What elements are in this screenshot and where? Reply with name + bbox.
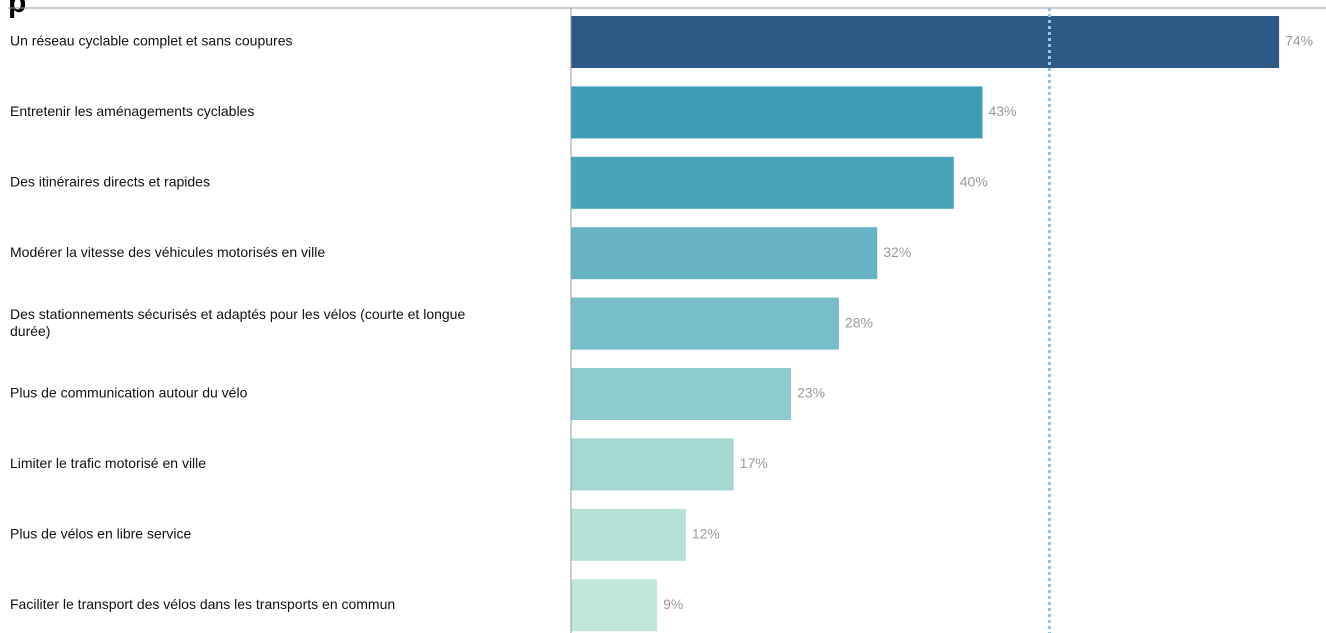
value-label: 43% [988, 103, 1016, 119]
category-label-line: Des stationnements sécurisés et adaptés … [10, 306, 465, 322]
category-label: Limiter le trafic motorisé en ville [10, 455, 206, 471]
value-label: 23% [797, 385, 825, 401]
bar-9 [571, 579, 658, 632]
category-label: Un réseau cyclable complet et sans coupu… [10, 33, 292, 49]
bar-7 [571, 438, 734, 491]
category-label-line: Plus de vélos en libre service [10, 526, 192, 542]
category-label-line: Un réseau cyclable complet et sans coupu… [10, 33, 292, 49]
bar-1 [571, 16, 1280, 68]
labels-layer: 74% Un réseau cyclable complet et sans co… [10, 33, 1313, 612]
value-label: 12% [692, 526, 720, 542]
bar-3 [571, 156, 954, 209]
category-label: Plus de communication autour du vélo [10, 385, 248, 401]
bar-2 [571, 86, 983, 139]
category-label-line: Modérer la vitesse des véhicules motoris… [10, 244, 325, 260]
value-label: 9% [663, 596, 683, 612]
category-label-line: durée) [10, 323, 50, 339]
title-fragment: p [8, 0, 26, 19]
bars-layer [571, 16, 1280, 632]
value-label: 40% [960, 174, 988, 190]
category-label: Entretenir les aménagements cyclables [10, 103, 254, 119]
category-label: Modérer la vitesse des véhicules motoris… [10, 244, 325, 260]
value-label: 17% [740, 455, 768, 471]
category-label-line: Faciliter le transport des vélos dans le… [10, 596, 395, 612]
value-label: 74% [1285, 33, 1313, 49]
bar-8 [571, 508, 686, 561]
category-label-line: Des itinéraires directs et rapides [10, 174, 210, 190]
category-label-line: Limiter le trafic motorisé en ville [10, 455, 206, 471]
category-label-line: Entretenir les aménagements cyclables [10, 103, 254, 119]
category-label-line: Plus de communication autour du vélo [10, 385, 248, 401]
category-label: Faciliter le transport des vélos dans le… [10, 596, 395, 612]
bar-6 [571, 368, 792, 420]
category-label: Plus de vélos en libre service [10, 526, 192, 542]
category-label: Des itinéraires directs et rapides [10, 174, 210, 190]
bar-4 [571, 227, 878, 280]
value-label: 28% [845, 314, 873, 330]
value-label: 32% [883, 244, 911, 260]
bar-5 [571, 297, 839, 350]
category-label: Des stationnements sécurisés et adaptés … [10, 306, 465, 339]
